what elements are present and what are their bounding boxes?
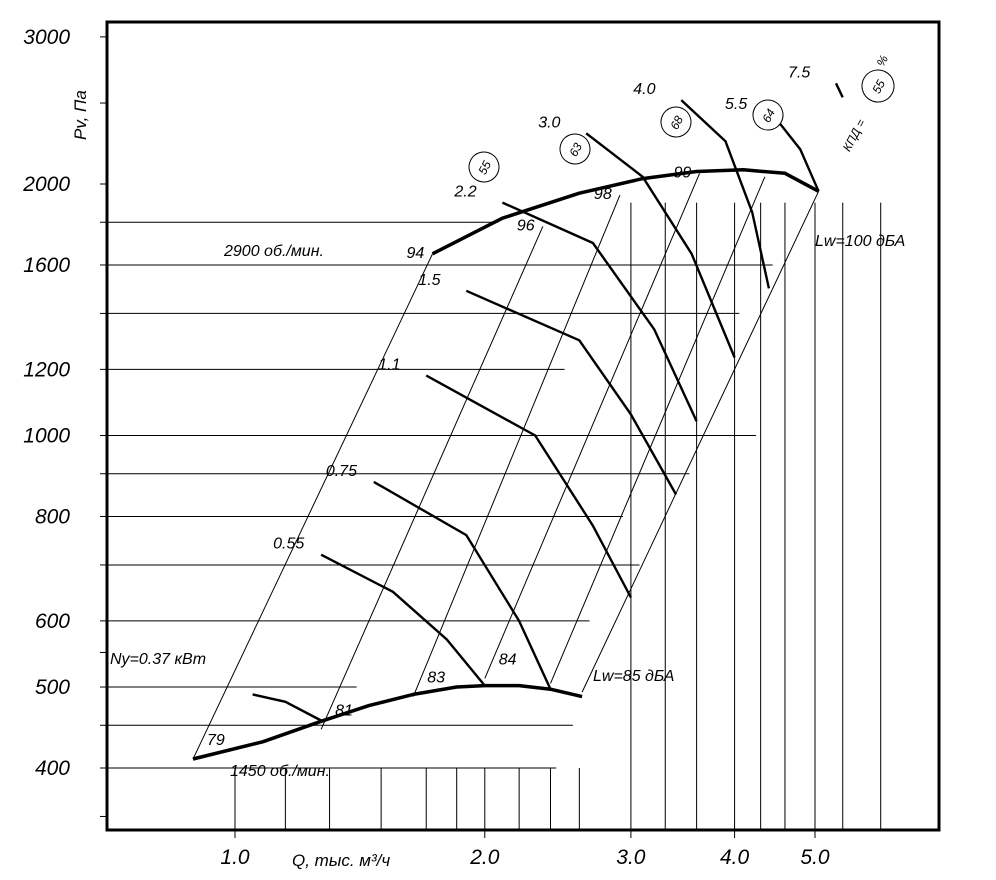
efficiency-circle — [555, 129, 596, 170]
power-curve-label: 4.0 — [633, 81, 655, 98]
power-curve-label: 7.5 — [788, 64, 810, 81]
efficiency-unit: % — [874, 52, 892, 68]
power-curve-label: 2.2 — [453, 184, 476, 201]
plot-frame — [105, 20, 941, 832]
power-curve — [426, 376, 631, 598]
efficiency-circle-group: 63 — [555, 129, 596, 170]
power-curve — [374, 482, 551, 689]
efficiency-percent-circle — [856, 64, 899, 107]
efficiency-circle-group: 55 — [464, 147, 505, 188]
efficiency-circle-group: 64 — [748, 95, 789, 136]
ray-label-high: 96 — [517, 217, 535, 234]
efficiency-circle-value: 64 — [759, 106, 778, 125]
efficiency-label: КПД = — [840, 117, 869, 154]
power-curve-label: 0.55 — [273, 536, 304, 553]
power-curves: 0.55 0.75 1.1 1.5 2.2 3.0 4.0 5.5 7.5 — [253, 64, 843, 720]
speed-curve — [433, 170, 819, 254]
y-tick-label: 2000 — [22, 173, 70, 196]
efficiency-ray — [550, 177, 764, 684]
y-tick-label: 600 — [35, 610, 70, 633]
x-axis-label: Q, тыс. м³/ч — [292, 851, 390, 870]
efficiency-circle — [464, 147, 505, 188]
efficiency-circle — [656, 102, 697, 143]
speed-curve — [193, 686, 582, 759]
power-curve — [836, 83, 843, 97]
power-curve-label: 1.1 — [378, 356, 400, 373]
power-curve — [681, 100, 769, 288]
noise-label-high: Lw=100 дБА — [815, 233, 905, 250]
efficiency-circle-group: 68 — [656, 102, 697, 143]
y-tick-label: 500 — [35, 676, 70, 699]
y-tick-label: 800 — [35, 505, 70, 528]
power-curve — [253, 694, 322, 720]
power-curve-label: 1.5 — [418, 272, 440, 289]
speed-series — [193, 170, 819, 759]
power-unit-label: Ny=0.37 кВт — [110, 651, 206, 668]
speed-label-high: 2900 об./мин. — [223, 243, 324, 260]
power-curve — [773, 115, 819, 192]
x-tick-label: 2.0 — [469, 846, 500, 869]
x-tick-label: 3.0 — [616, 846, 646, 869]
efficiency-ray — [413, 195, 620, 697]
axis-ticks: 400 500 600 800 1000 1200 1600 2000 3000 1.0 2.0 3.… — [22, 26, 830, 869]
y-tick-label: 1600 — [23, 254, 70, 277]
ray-label-low: 79 — [207, 732, 225, 749]
efficiency-ray — [193, 254, 433, 759]
y-tick-label: 400 — [35, 757, 70, 780]
y-tick-label: 3000 — [23, 26, 70, 49]
efficiency-ray — [321, 226, 543, 729]
power-curve-label: 3.0 — [538, 114, 560, 131]
efficiency-ray — [582, 191, 818, 692]
power-curve-label: 0.75 — [326, 463, 357, 480]
power-curve — [466, 291, 676, 495]
ray-label-high: 94 — [407, 245, 425, 262]
speed-label-low: 1450 об./мин. — [230, 763, 330, 780]
efficiency-circle-value: 68 — [667, 113, 686, 132]
power-curve-label: 5.5 — [725, 96, 747, 113]
efficiency-ray — [485, 173, 700, 678]
power-curve — [502, 203, 696, 422]
efficiency-circles: 55 63 68 64 — [464, 95, 789, 188]
x-tick-label: 4.0 — [720, 846, 750, 869]
efficiency-circle-value: 55 — [475, 158, 494, 177]
power-curve — [586, 133, 734, 357]
efficiency-percent-value: 55 — [869, 77, 888, 96]
ray-label-low: 84 — [499, 651, 517, 668]
y-axis-label: Pv, Па — [71, 90, 90, 140]
x-tick-label: 1.0 — [220, 846, 250, 869]
ray-label-low: 83 — [427, 670, 445, 687]
efficiency-circle-value: 63 — [566, 140, 585, 159]
y-tick-label: 1000 — [23, 425, 70, 448]
noise-label-low: Lw=85 дБА — [593, 668, 674, 685]
chart-labels: Pv, Па Q, тыс. м³/ч 2900 об./мин. 1450 о… — [71, 52, 905, 870]
grid — [107, 203, 881, 830]
y-tick-label: 1200 — [23, 358, 70, 381]
efficiency-circle — [748, 95, 789, 136]
power-curve — [321, 555, 485, 686]
x-tick-label: 5.0 — [800, 846, 830, 869]
